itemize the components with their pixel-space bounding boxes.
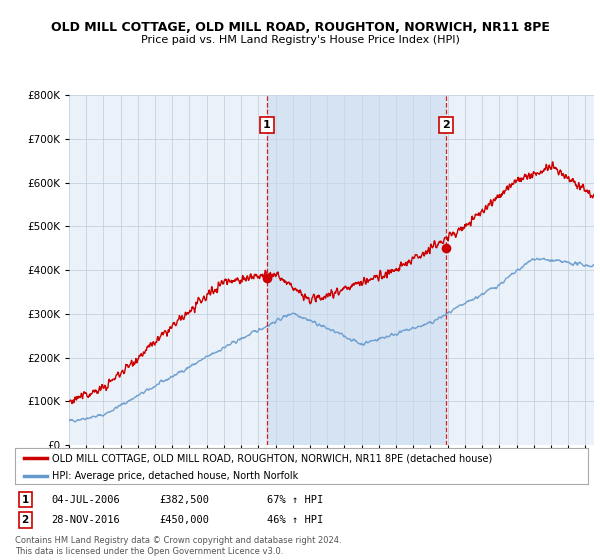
Text: 04-JUL-2006: 04-JUL-2006 [51,494,120,505]
Text: 28-NOV-2016: 28-NOV-2016 [51,515,120,525]
Text: HPI: Average price, detached house, North Norfolk: HPI: Average price, detached house, Nort… [52,472,298,482]
Text: OLD MILL COTTAGE, OLD MILL ROAD, ROUGHTON, NORWICH, NR11 8PE: OLD MILL COTTAGE, OLD MILL ROAD, ROUGHTO… [50,21,550,34]
Text: OLD MILL COTTAGE, OLD MILL ROAD, ROUGHTON, NORWICH, NR11 8PE (detached house): OLD MILL COTTAGE, OLD MILL ROAD, ROUGHTO… [52,453,493,463]
Bar [267,95,446,445]
Text: £450,000: £450,000 [159,515,209,525]
Text: Contains HM Land Registry data © Crown copyright and database right 2024.
This d: Contains HM Land Registry data © Crown c… [15,536,341,556]
Text: 1: 1 [22,494,29,505]
Text: 67% ↑ HPI: 67% ↑ HPI [267,494,323,505]
Text: Price paid vs. HM Land Registry's House Price Index (HPI): Price paid vs. HM Land Registry's House … [140,35,460,45]
Text: 2: 2 [22,515,29,525]
Text: 2: 2 [442,120,450,130]
Text: 46% ↑ HPI: 46% ↑ HPI [267,515,323,525]
Text: 1: 1 [263,120,271,130]
Text: £382,500: £382,500 [159,494,209,505]
